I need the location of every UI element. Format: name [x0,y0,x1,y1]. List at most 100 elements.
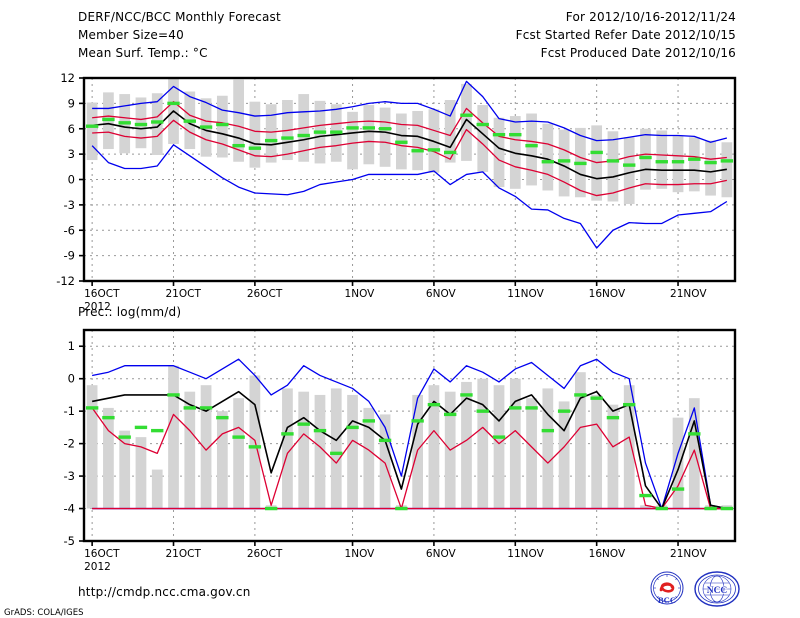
fcst-produced-date: Fcst Produced Date 2012/10/16 [540,46,736,60]
x-axis-year-label: 2012 [84,561,111,573]
spread-bar [477,378,489,509]
spread-bar [542,388,554,509]
y-tick-label: -6 [64,223,75,237]
spread-bar [542,123,554,191]
spread-bar [688,398,700,509]
cmdp-url-link[interactable]: http://cmdp.ncc.cma.gov.cn [78,585,251,599]
x-tick-label: 26OCT [247,288,283,300]
spread-bars [86,78,733,205]
spread-bar [119,430,131,509]
spread-bar [216,95,228,158]
spread-bar [151,469,163,509]
spread-bar [591,394,603,509]
spread-bar [623,137,635,205]
spread-bar [216,411,228,509]
spread-bar [298,391,310,509]
x-tick-label: 16OCT [84,548,120,560]
x-axis-year-label: 2012 [84,301,111,313]
ensemble-mean-line [91,390,728,510]
observed-markers [85,393,734,511]
x-tick-label: 16NOV [589,548,626,560]
y-tick-label: 1 [68,339,75,353]
spread-bar [86,102,98,161]
y-tick-label: 3 [68,147,75,161]
spread-bar [509,116,521,189]
spread-bar [314,394,326,509]
inner-upper [92,101,727,164]
spread-bar [640,505,651,509]
spread-bar [558,129,570,197]
spread-bar [200,385,212,509]
spread-bar [477,105,489,172]
spread-bar [509,378,521,509]
spread-bar [184,391,196,509]
x-tick-label: 1NOV [345,548,376,560]
outer-upper [92,358,727,510]
spread-bar [330,388,342,509]
y-tick-label: -4 [64,502,75,516]
y-tick-label: -9 [64,249,75,263]
x-tick-label: 21OCT [166,288,202,300]
inner-upper [91,407,727,510]
x-tick-label: 21OCT [166,548,202,560]
panel-temperature-panel: 12 9 6 3 0 -3 -6 -9 -12 16OCT 21OCT 26OCT 1NOV 6NOV 11… [56,71,737,313]
fcst-started-date: Fcst Started Refer Date 2012/10/15 [515,28,736,42]
outer-upper [92,80,728,143]
member-size-label: Member Size=40 [78,28,184,42]
observed-markers [85,101,734,167]
bcc-logo-text: BCC [658,595,676,605]
x-tick-label: 26OCT [247,548,283,560]
spread-bar [379,414,391,509]
page-title: DERF/NCC/BCC Monthly Forecast [78,10,281,24]
variable-label: Mean Surf. Temp.: °C [78,46,208,60]
x-tick-label: 21NOV [670,548,707,560]
spread-bar [558,401,570,509]
spread-bar [168,365,179,509]
panel-precipitation-panel: 1 0 -1 -2 -3 -4 -5 16OCT 21OCT 26OCT 1NOV 6NOV 11NOV… [64,328,737,573]
spread-bar [428,385,440,509]
y-tick-label: 0 [68,173,75,187]
spread-bar [461,83,472,161]
x-tick-label: 11NOV [507,288,544,300]
forecast-range: For 2012/10/16-2012/11/24 [565,10,736,24]
spread-bar [526,398,537,509]
spread-bar [672,417,684,509]
x-tick-label: 11NOV [507,548,544,560]
y-tick-label: -12 [56,274,75,288]
spread-bar [607,404,619,509]
spread-bar [623,385,635,509]
ensemble-mean-line [92,110,727,180]
y-tick-label: -2 [64,437,75,451]
spread-bar [526,113,537,186]
spread-bar [575,372,586,509]
spread-bar [363,407,375,509]
y-tick-label: -3 [64,198,75,212]
spread-bar [347,394,358,509]
spread-bar [688,137,700,192]
x-tick-label: 21NOV [670,288,707,300]
spread-bar [347,111,358,170]
spread-bar [493,117,505,188]
y-tick-label: 9 [68,96,75,110]
spread-bar [705,140,716,196]
spread-bar [86,385,98,509]
spread-bar [656,130,668,189]
inner-lower [92,119,727,197]
outer-lower [91,144,728,249]
spread-bar [379,107,391,167]
x-tick-label: 6NOV [426,288,457,300]
x-tick-label: 16OCT [84,288,120,300]
spread-bar [233,79,244,162]
spread-bar [233,398,244,509]
y-tick-label: 6 [68,122,75,136]
x-tick-label: 6NOV [426,548,457,560]
y-tick-label: 12 [60,71,75,85]
spread-bar [249,101,261,168]
spread-bars [86,365,733,509]
spread-bar [493,385,505,509]
spread-bar [607,131,619,202]
spread-bar [412,110,424,171]
ncc-logo-text: NCC [707,586,728,596]
spread-bar [461,381,472,509]
